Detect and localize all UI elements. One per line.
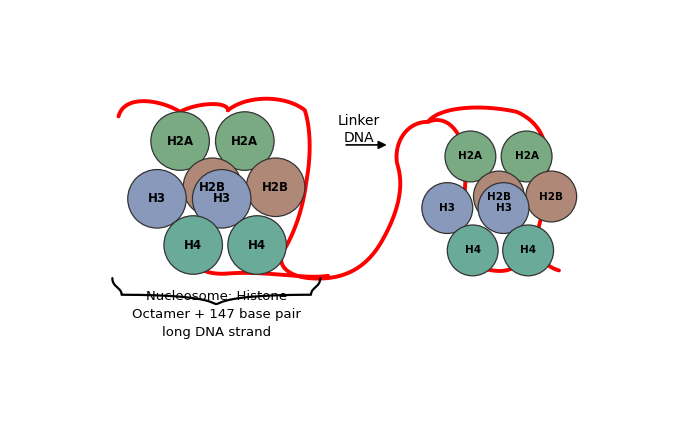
- Text: H2B: H2B: [539, 191, 564, 202]
- Circle shape: [422, 182, 472, 234]
- Text: H2B: H2B: [262, 181, 289, 194]
- Text: H3: H3: [440, 203, 455, 213]
- Circle shape: [447, 225, 498, 276]
- Circle shape: [228, 216, 286, 274]
- Circle shape: [164, 216, 223, 274]
- Circle shape: [151, 112, 209, 170]
- Text: H3: H3: [496, 203, 512, 213]
- Text: H2A: H2A: [231, 135, 258, 147]
- Circle shape: [501, 131, 552, 182]
- Circle shape: [503, 225, 554, 276]
- Text: H2B: H2B: [199, 181, 226, 194]
- Text: H4: H4: [184, 238, 202, 251]
- Text: H2A: H2A: [514, 151, 538, 162]
- Text: H4: H4: [248, 238, 266, 251]
- Circle shape: [445, 131, 496, 182]
- Circle shape: [127, 170, 186, 228]
- Circle shape: [526, 171, 577, 222]
- Text: H4: H4: [520, 246, 536, 255]
- Text: H3: H3: [213, 192, 231, 205]
- Circle shape: [193, 170, 251, 228]
- Text: Nucleosome: Histone
Octamer + 147 base pair
long DNA strand: Nucleosome: Histone Octamer + 147 base p…: [132, 290, 301, 339]
- Circle shape: [246, 158, 305, 217]
- Text: H2B: H2B: [487, 191, 511, 202]
- Circle shape: [478, 182, 529, 234]
- Text: H2A: H2A: [167, 135, 194, 147]
- Text: H4: H4: [465, 246, 481, 255]
- Circle shape: [183, 158, 241, 217]
- Text: H2A: H2A: [458, 151, 482, 162]
- Text: H3: H3: [148, 192, 166, 205]
- Circle shape: [473, 171, 524, 222]
- Text: Linker
DNA: Linker DNA: [337, 115, 380, 145]
- Circle shape: [216, 112, 274, 170]
